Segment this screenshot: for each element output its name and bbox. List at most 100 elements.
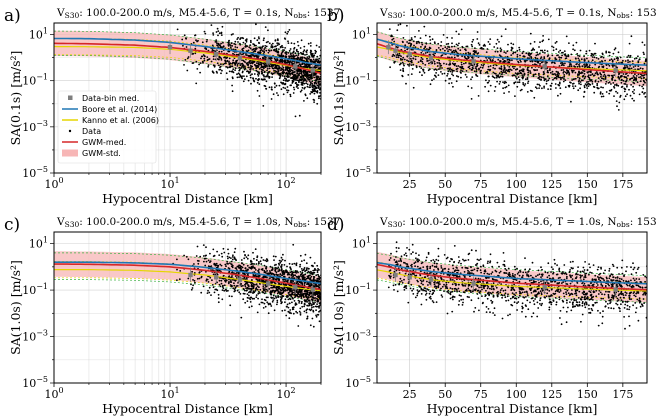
data-point: [314, 85, 317, 88]
data-point: [253, 271, 256, 273]
data-point: [193, 279, 196, 282]
data-point: [299, 313, 302, 316]
data-point: [499, 67, 501, 70]
data-point: [405, 82, 407, 85]
data-point: [585, 50, 588, 53]
data-point: [246, 300, 249, 302]
data-point: [415, 65, 418, 67]
data-point: [215, 262, 218, 265]
data-point: [262, 287, 265, 289]
data-point: [301, 300, 303, 303]
data-point: [294, 302, 297, 305]
data-point: [412, 40, 415, 43]
data-point: [319, 92, 321, 94]
data-point: [433, 262, 436, 265]
data-point: [278, 268, 281, 271]
data-point: [442, 47, 444, 50]
data-point: [278, 48, 280, 50]
data-point: [483, 63, 485, 66]
data-point: [514, 268, 517, 271]
y-axis-label: SA(0.1s) [m/s²]: [8, 51, 23, 146]
data-point: [476, 65, 478, 67]
lower-envelope-line: [54, 279, 321, 303]
data-point: [225, 66, 228, 68]
data-point: [556, 54, 558, 57]
data-point: [487, 90, 490, 93]
data-point: [250, 41, 252, 44]
data-point: [301, 282, 303, 285]
data-point: [270, 291, 273, 294]
data-point: [450, 49, 452, 51]
data-point: [514, 51, 517, 54]
data-point: [277, 295, 280, 298]
plot-area: [377, 241, 647, 330]
data-point: [465, 45, 468, 48]
data-point: [264, 305, 267, 308]
data-point: [312, 325, 315, 328]
data-point: [265, 87, 267, 90]
data-point: [554, 57, 557, 59]
data-point: [233, 256, 236, 259]
data-point: [240, 283, 243, 285]
data-point: [236, 289, 239, 292]
data-point: [240, 259, 243, 261]
data-point: [445, 43, 448, 45]
data-point: [297, 87, 299, 89]
data-point: [276, 42, 279, 45]
data-point: [435, 72, 437, 74]
data-point: [263, 51, 266, 54]
data-point: [629, 56, 631, 59]
data-point: [626, 66, 629, 68]
data-point: [318, 291, 320, 293]
data-point: [484, 85, 486, 88]
data-point: [633, 89, 636, 91]
data-point: [424, 52, 427, 54]
data-point: [309, 42, 312, 44]
data-point: [641, 67, 644, 70]
data-point: [280, 260, 283, 263]
data-point: [485, 79, 487, 82]
data-point: [313, 101, 315, 103]
data-point: [233, 61, 235, 64]
data-point: [192, 41, 195, 44]
data-point: [264, 26, 267, 28]
data-point: [268, 67, 271, 70]
data-point: [231, 285, 233, 288]
data-point: [318, 320, 321, 323]
data-point: [271, 286, 274, 289]
data-point: [476, 63, 478, 66]
data-point: [623, 316, 625, 318]
kanno-lower-line: [54, 277, 321, 300]
data-point: [261, 78, 264, 81]
data-point: [203, 30, 206, 33]
data-point: [285, 68, 287, 70]
data-point: [271, 289, 274, 292]
data-point: [242, 292, 245, 295]
data-point: [538, 52, 541, 55]
data-point: [526, 69, 529, 71]
data-point: [591, 53, 594, 56]
data-point: [492, 71, 495, 74]
data-point: [232, 71, 235, 74]
data-point: [254, 248, 257, 251]
data-point: [645, 58, 647, 61]
data-point: [508, 70, 511, 73]
data-point: [481, 66, 484, 69]
data-point: [630, 84, 632, 86]
data-point: [528, 54, 531, 57]
data-point: [457, 47, 460, 50]
data-point: [489, 84, 492, 87]
data-point: [265, 80, 268, 83]
data-point: [214, 263, 217, 266]
data-point: [625, 76, 628, 79]
data-point: [284, 51, 287, 54]
data-point: [279, 293, 282, 295]
data-point: [269, 291, 272, 294]
data-point: [217, 30, 220, 32]
data-point: [240, 67, 242, 70]
data-point: [433, 60, 436, 63]
data-point: [273, 259, 275, 261]
data-point: [479, 66, 482, 69]
data-point: [260, 256, 263, 259]
data-point: [311, 317, 314, 320]
